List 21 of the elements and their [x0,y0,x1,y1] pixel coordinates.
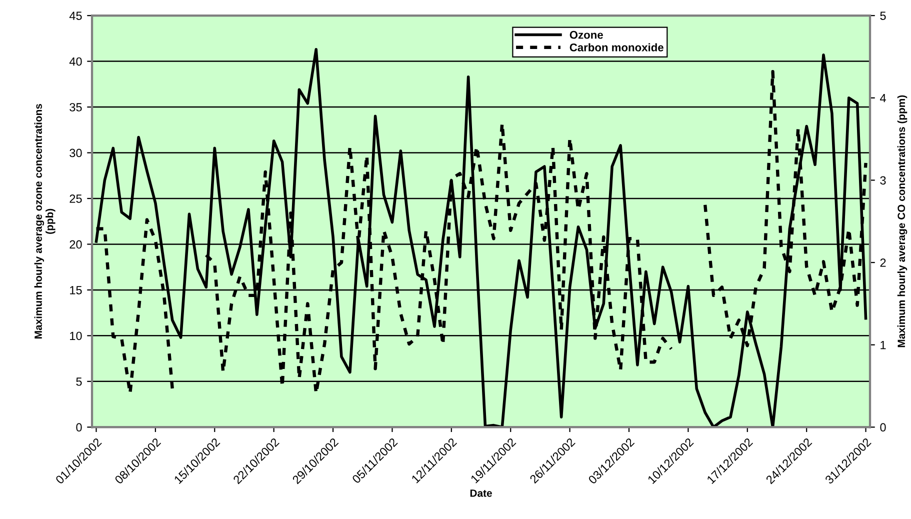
y-tick-label: 35 [70,103,82,112]
legend-label: Ozone [570,30,603,39]
y-tick-label: 0 [76,423,82,432]
y2-tick-label: 2 [880,258,886,267]
y2-tick-label: 4 [880,94,886,102]
y-tick-label: 5 [76,378,82,386]
y-tick-label: 10 [70,332,82,340]
y-tick-label: 45 [69,12,82,20]
legend-label: Carbon monoxide [570,43,664,52]
y-tick-label: 20 [70,240,82,249]
y2-tick-label: 5 [880,12,886,20]
y-tick-label: 25 [70,194,82,203]
y-tick-label: 40 [69,57,82,66]
y2-axis-title: Maximum hourly average CO concentrations (ppm) [897,95,908,348]
y2-tick-label: 0 [880,423,886,432]
y-tick-label: 30 [70,148,82,158]
y2-tick-label: 1 [880,340,886,350]
y-tick-label: 15 [70,286,82,294]
y2-tick-label: 3 [880,176,886,185]
x-axis-title: Date [470,490,492,497]
y-axis-title: Maximum hourly average ozone concentrations (ppb) [34,104,56,338]
